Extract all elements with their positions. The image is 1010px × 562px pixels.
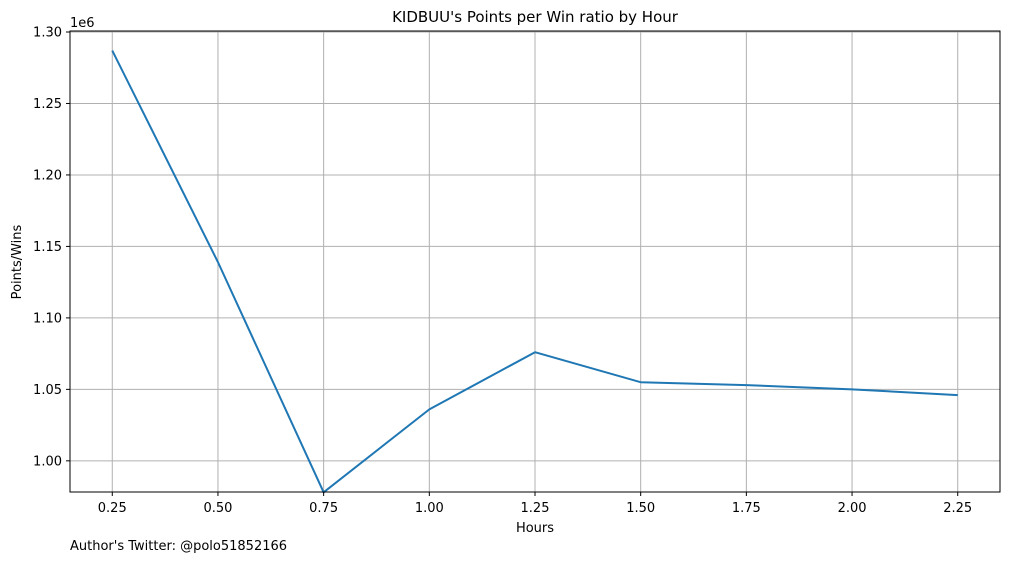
grid-lines: [70, 31, 1000, 492]
x-tick-label: 0.50: [203, 501, 232, 516]
y-tick-label: 1.10: [33, 311, 62, 326]
y-tick-label: 1.30: [33, 26, 62, 41]
x-tick-label: 1.00: [415, 501, 444, 516]
y-tick-label: 1.25: [33, 97, 62, 112]
y-tick-label: 1.00: [33, 454, 62, 469]
author-twitter-footer: Author's Twitter: @polo51852166: [70, 539, 287, 554]
y-offset-label: 1e6: [70, 16, 95, 31]
x-tick-label: 1.50: [626, 501, 655, 516]
y-axis-label: Points/Wins: [10, 224, 25, 299]
y-tick-label: 1.05: [33, 383, 62, 398]
ticks: 0.25 0.50 0.75 1.00 1.25 1.50 1.75 2.00 2.25 1.00…: [33, 26, 972, 516]
x-tick-label: 2.00: [838, 501, 867, 516]
x-axis-label: Hours: [516, 521, 554, 536]
series-line: [111, 50, 958, 494]
x-tick-label: 2.25: [943, 501, 972, 516]
chart-title: KIDBUU's Points per Win ratio by Hour: [392, 8, 679, 26]
x-tick-label: 0.25: [98, 501, 127, 516]
x-tick-label: 1.75: [732, 501, 761, 516]
x-tick-label: 0.75: [309, 501, 338, 516]
y-tick-label: 1.20: [33, 168, 62, 183]
y-tick-label: 1.15: [33, 240, 62, 255]
x-tick-label: 1.25: [521, 501, 550, 516]
series-layer: [111, 50, 958, 494]
